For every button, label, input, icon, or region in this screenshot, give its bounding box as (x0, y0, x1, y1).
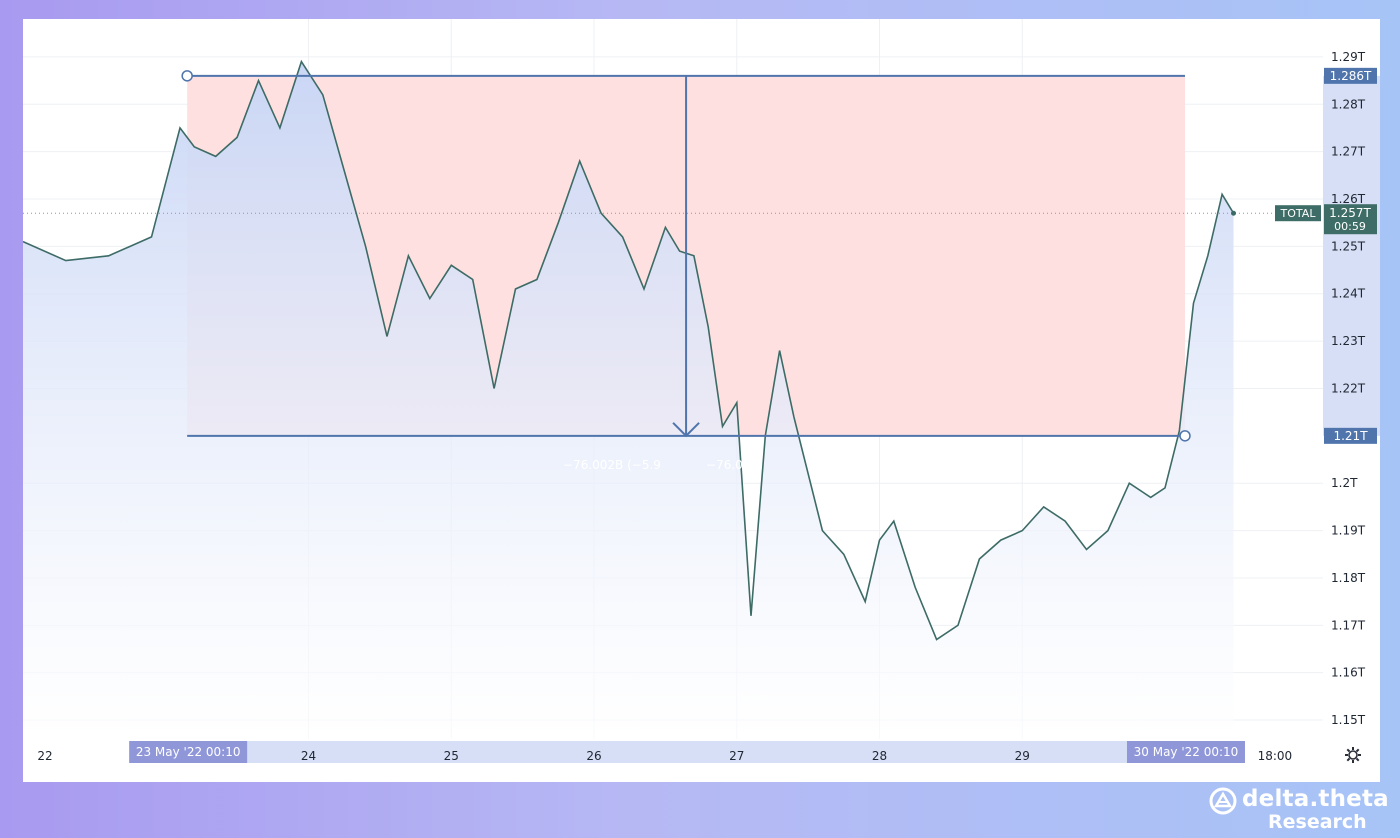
measure-bottom-value-label: 1.21T (1333, 429, 1368, 443)
measure-end-handle (1179, 430, 1191, 442)
measure-arrow-head (672, 422, 700, 438)
last-price-tag-bg (1324, 204, 1377, 235)
price-area (23, 61, 1234, 740)
measure-start-date-label: 23 May '22 00:10 (136, 745, 241, 759)
x-tick-label: 18:00 (1258, 749, 1293, 763)
y-tick-label: 1.23T (1331, 334, 1366, 348)
measure-top-value-label: 1.286T (1330, 69, 1372, 83)
brand-watermark: delta.theta Research (1208, 786, 1393, 834)
x-tick-label: 24 (301, 749, 316, 763)
brand-name: delta.theta (1242, 786, 1389, 812)
y-tick-label: 1.22T (1331, 381, 1366, 395)
measure-price-range-band (1323, 75, 1380, 436)
y-tick-label: 1.19T (1331, 524, 1366, 538)
y-tick-label: 1.28T (1331, 97, 1366, 111)
y-tick-label: 1.26T (1331, 192, 1366, 206)
measure-start-date-label-bg (129, 741, 248, 763)
measure-time-range-band (187, 741, 1185, 763)
y-tick-label: 1.27T (1331, 145, 1366, 159)
measure-bottom-value-label-bg (1324, 427, 1377, 444)
y-tick-label: 1.17T (1331, 618, 1366, 632)
y-tick-label: 1.24T (1331, 287, 1366, 301)
y-tick-label: 1.18T (1331, 571, 1366, 585)
chart-card: −76.002B (−5.9 −76.00 1.29T 1.28T 1.27T 1.26… (23, 19, 1380, 782)
price-line-series[interactable] (23, 59, 1235, 641)
y-tick-label: 1.25T (1331, 239, 1366, 253)
measure-top-value-label-bg (1324, 67, 1377, 84)
price-axis: 1.29T 1.28T 1.27T 1.26T 1.25T 1.24T 1.23T 1.22T… (1331, 50, 1366, 727)
y-tick-label: 1.29T (1331, 50, 1366, 64)
measure-end-date-label: 30 May '22 00:10 (1134, 745, 1239, 759)
measure-end-date-label-bg (1126, 741, 1245, 763)
measure-change-label-2: −76.00 (706, 458, 750, 472)
measure-tool[interactable]: −76.002B (−5.9 −76.00 (181, 70, 1191, 472)
countdown-label: 00:59 (1334, 220, 1366, 233)
x-tick-label: 22 (37, 749, 52, 763)
time-axis: 22 24 25 26 27 28 29 18:00 (37, 749, 1292, 763)
x-tick-label: 27 (729, 749, 744, 763)
symbol-tag: TOTAL (1280, 207, 1317, 220)
symbol-tag-bg (1275, 205, 1321, 222)
brand-subtitle: Research (1268, 811, 1367, 833)
last-price-label: 1.257T (1329, 206, 1371, 220)
x-tick-label: 28 (872, 749, 887, 763)
measure-start-handle (181, 70, 193, 82)
delta-theta-logo-icon (1209, 787, 1237, 815)
measure-change-label: −76.002B (−5.9 (563, 458, 661, 472)
gear-icon[interactable] (1345, 747, 1361, 763)
x-tick-label: 26 (586, 749, 601, 763)
chart-canvas[interactable]: −76.002B (−5.9 −76.00 1.29T 1.28T 1.27T 1.26… (23, 19, 1380, 782)
x-tick-label: 25 (444, 749, 459, 763)
y-tick-label: 1.16T (1331, 666, 1366, 680)
y-tick-label: 1.15T (1331, 713, 1366, 727)
x-tick-label: 29 (1015, 749, 1030, 763)
y-tick-label: 1.2T (1331, 476, 1358, 490)
